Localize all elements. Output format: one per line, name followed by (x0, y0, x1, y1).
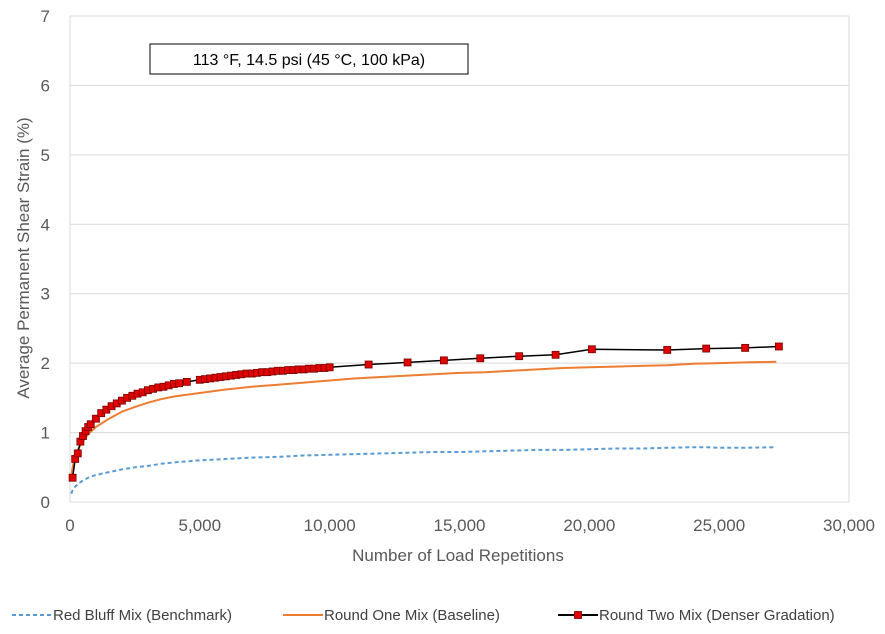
legend-label-1: Red Bluff Mix (Benchmark) (53, 607, 232, 624)
legend-label-2: Round One Mix (Baseline) (324, 607, 500, 624)
x-tick-label: 10,000 (304, 516, 356, 535)
data-point (364, 360, 373, 369)
y-tick-label: 7 (41, 7, 50, 26)
x-tick-label: 5,000 (179, 516, 222, 535)
y-tick-label: 1 (41, 424, 50, 443)
y-tick-label: 4 (41, 215, 50, 234)
series-line-1 (70, 446, 777, 495)
x-tick-label: 30,000 (823, 516, 875, 535)
data-point (175, 379, 183, 388)
axes: 0 1 2 3 4 5 6 7 0 5,000 10,000 15,000 20,000 25,000 30… (41, 7, 875, 535)
data-point (476, 354, 485, 363)
x-axis-title: Number of Load Repetitions (352, 546, 564, 565)
x-tick-label: 15,000 (434, 516, 486, 535)
y-tick-label: 5 (41, 146, 50, 165)
data-point (403, 358, 412, 367)
data-point (73, 449, 82, 458)
data-point (68, 473, 77, 482)
y-tick-label: 0 (41, 493, 50, 512)
series-line-2 (70, 360, 777, 478)
gridlines (70, 15, 849, 434)
x-tick-label: 0 (65, 516, 74, 535)
series-line-3 (71, 345, 779, 478)
series (68, 342, 783, 495)
annotation-box (149, 43, 469, 75)
legend-marker (574, 611, 582, 619)
data-point (86, 420, 95, 429)
annotation: 113 °F, 14.5 psi (45 °C, 100 kPa) (149, 43, 469, 75)
data-point (325, 363, 334, 372)
data-point (741, 343, 750, 352)
y-axis-title: Average Permanent Shear Strain (%) (14, 117, 33, 398)
data-point (440, 356, 448, 365)
y-tick-label: 3 (41, 285, 50, 304)
data-point (515, 352, 524, 361)
x-tick-label: 25,000 (693, 516, 745, 535)
data-point (663, 346, 672, 354)
legend-label-3: Round Two Mix (Denser Gradation) (599, 607, 835, 624)
annotation-text: 113 °F, 14.5 psi (45 °C, 100 kPa) (193, 52, 425, 69)
y-tick-label: 2 (41, 354, 50, 373)
x-tick-label: 20,000 (563, 516, 615, 535)
data-point (92, 414, 100, 423)
data-point (774, 342, 783, 351)
data-point (702, 344, 711, 353)
data-point (182, 377, 191, 386)
y-tick-label: 6 (41, 76, 50, 95)
data-point (588, 345, 596, 354)
legend: Red Bluff Mix (Benchmark) Round One Mix (… (12, 607, 835, 624)
data-point (551, 350, 560, 359)
